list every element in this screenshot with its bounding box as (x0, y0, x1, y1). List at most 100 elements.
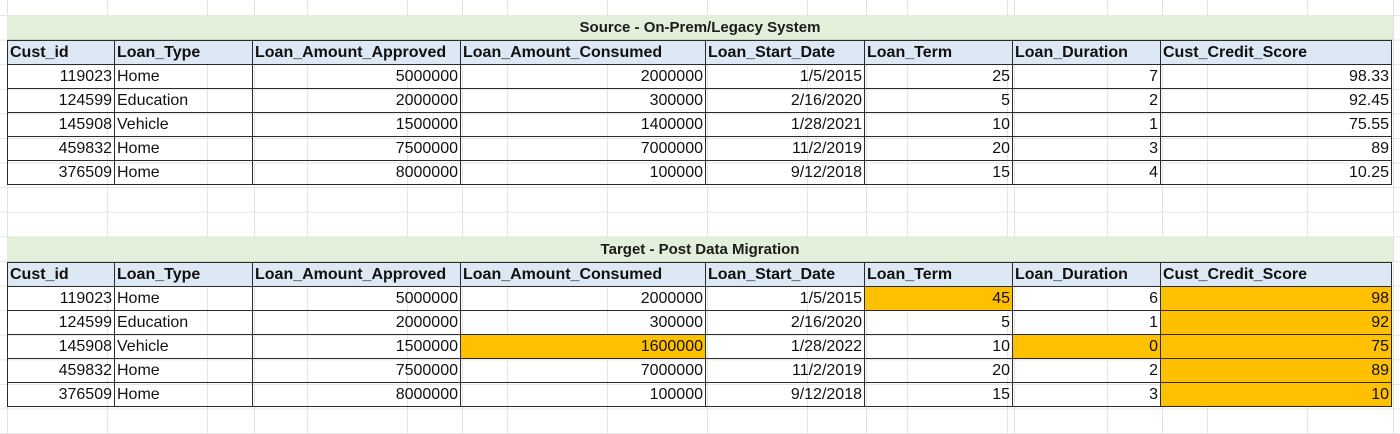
column-header[interactable]: Loan_Start_Date (705, 40, 865, 65)
table-cell[interactable]: 1400000 (460, 112, 706, 137)
table-cell[interactable]: 10 (864, 334, 1013, 359)
table-cell[interactable]: 2000000 (460, 64, 706, 89)
table-cell[interactable]: Home (114, 64, 253, 89)
table-cell[interactable]: 2 (1012, 358, 1161, 383)
table-cell[interactable]: 1 (1012, 112, 1161, 137)
table-cell[interactable]: 98.33 (1160, 64, 1392, 89)
table-cell[interactable]: 376509 (7, 160, 115, 185)
table-cell[interactable]: 89 (1160, 136, 1392, 161)
target-table-block: Target - Post Data Migration Cust_id Loan… (7, 237, 1400, 407)
table-cell[interactable]: 1/28/2021 (705, 112, 865, 137)
column-header[interactable]: Loan_Duration (1012, 40, 1161, 65)
target-title: Target - Post Data Migration (7, 237, 1393, 262)
highlighted-cell[interactable]: 1600000 (460, 334, 706, 359)
table-cell[interactable]: 75.55 (1160, 112, 1392, 137)
table-cell[interactable]: Home (114, 160, 253, 185)
column-header[interactable]: Loan_Term (864, 40, 1013, 65)
table-cell[interactable]: 3 (1012, 382, 1161, 407)
table-cell[interactable]: Home (114, 286, 253, 311)
table-cell[interactable]: Vehicle (114, 112, 253, 137)
table-cell[interactable]: 8000000 (252, 160, 461, 185)
table-cell[interactable]: 124599 (7, 310, 115, 335)
table-cell[interactable]: 1500000 (252, 334, 461, 359)
table-cell[interactable]: 2/16/2020 (705, 88, 865, 113)
table-cell[interactable]: 9/12/2018 (705, 160, 865, 185)
table-cell[interactable]: Home (114, 358, 253, 383)
table-cell[interactable]: 2/16/2020 (705, 310, 865, 335)
column-header[interactable]: Loan_Amount_Consumed (460, 40, 706, 65)
table-cell[interactable]: 6 (1012, 286, 1161, 311)
table-cell[interactable]: 2000000 (252, 310, 461, 335)
table-cell[interactable]: 92.45 (1160, 88, 1392, 113)
table-cell[interactable]: 2000000 (460, 286, 706, 311)
column-header[interactable]: Loan_Amount_Approved (252, 40, 461, 65)
table-cell[interactable]: 124599 (7, 88, 115, 113)
table-cell[interactable]: Vehicle (114, 334, 253, 359)
table-cell[interactable]: 20 (864, 358, 1013, 383)
table-cell[interactable]: 1/5/2015 (705, 64, 865, 89)
highlighted-cell[interactable]: 98 (1160, 286, 1392, 311)
table-cell[interactable]: 10 (864, 112, 1013, 137)
table-cell[interactable]: 5000000 (252, 286, 461, 311)
column-header[interactable]: Loan_Type (114, 40, 253, 65)
table-cell[interactable]: 4 (1012, 160, 1161, 185)
table-cell[interactable]: 459832 (7, 136, 115, 161)
column-header[interactable]: Cust_id (7, 40, 115, 65)
table-cell[interactable]: 300000 (460, 88, 706, 113)
table-cell[interactable]: Home (114, 136, 253, 161)
table-cell[interactable]: 25 (864, 64, 1013, 89)
table-cell[interactable]: 20 (864, 136, 1013, 161)
highlighted-cell[interactable]: 89 (1160, 358, 1392, 383)
table-cell[interactable]: 1/5/2015 (705, 286, 865, 311)
column-header[interactable]: Cust_Credit_Score (1160, 40, 1392, 65)
highlighted-cell[interactable]: 92 (1160, 310, 1392, 335)
column-header[interactable]: Loan_Term (864, 262, 1013, 287)
table-cell[interactable]: 11/2/2019 (705, 136, 865, 161)
table-cell[interactable]: 1/28/2022 (705, 334, 865, 359)
table-cell[interactable]: 15 (864, 160, 1013, 185)
gridline (707, 0, 708, 434)
table-cell[interactable]: 8000000 (252, 382, 461, 407)
table-cell[interactable]: 145908 (7, 112, 115, 137)
table-cell[interactable]: 11/2/2019 (705, 358, 865, 383)
table-cell[interactable]: 7000000 (460, 136, 706, 161)
table-cell[interactable]: 459832 (7, 358, 115, 383)
table-cell[interactable]: Home (114, 382, 253, 407)
column-header[interactable]: Loan_Amount_Approved (252, 262, 461, 287)
table-cell[interactable]: 7500000 (252, 136, 461, 161)
table-cell[interactable]: 300000 (460, 310, 706, 335)
table-row: 459832 Home 7500000 7000000 11/2/2019 20 2 89 (7, 358, 1392, 383)
highlighted-cell[interactable]: 75 (1160, 334, 1392, 359)
table-cell[interactable]: 15 (864, 382, 1013, 407)
table-cell[interactable]: 2 (1012, 88, 1161, 113)
table-cell[interactable]: 9/12/2018 (705, 382, 865, 407)
table-cell[interactable]: 100000 (460, 160, 706, 185)
highlighted-cell[interactable]: 10 (1160, 382, 1392, 407)
table-cell[interactable]: Education (114, 88, 253, 113)
table-cell[interactable]: 376509 (7, 382, 115, 407)
table-cell[interactable]: 119023 (7, 286, 115, 311)
table-cell[interactable]: 7500000 (252, 358, 461, 383)
column-header[interactable]: Loan_Amount_Consumed (460, 262, 706, 287)
table-cell[interactable]: 10.25 (1160, 160, 1392, 185)
table-cell[interactable]: 7000000 (460, 358, 706, 383)
table-cell[interactable]: 2000000 (252, 88, 461, 113)
table-cell[interactable]: 5 (864, 310, 1013, 335)
table-cell[interactable]: 1500000 (252, 112, 461, 137)
table-cell[interactable]: 3 (1012, 136, 1161, 161)
table-cell[interactable]: 1 (1012, 310, 1161, 335)
highlighted-cell[interactable]: 45 (864, 286, 1013, 311)
table-cell[interactable]: 5000000 (252, 64, 461, 89)
highlighted-cell[interactable]: 0 (1012, 334, 1161, 359)
column-header[interactable]: Cust_id (7, 262, 115, 287)
table-cell[interactable]: 5 (864, 88, 1013, 113)
table-cell[interactable]: Education (114, 310, 253, 335)
table-cell[interactable]: 100000 (460, 382, 706, 407)
column-header[interactable]: Loan_Duration (1012, 262, 1161, 287)
column-header[interactable]: Cust_Credit_Score (1160, 262, 1392, 287)
table-cell[interactable]: 119023 (7, 64, 115, 89)
table-cell[interactable]: 145908 (7, 334, 115, 359)
table-cell[interactable]: 7 (1012, 64, 1161, 89)
column-header[interactable]: Loan_Type (114, 262, 253, 287)
column-header[interactable]: Loan_Start_Date (705, 262, 865, 287)
